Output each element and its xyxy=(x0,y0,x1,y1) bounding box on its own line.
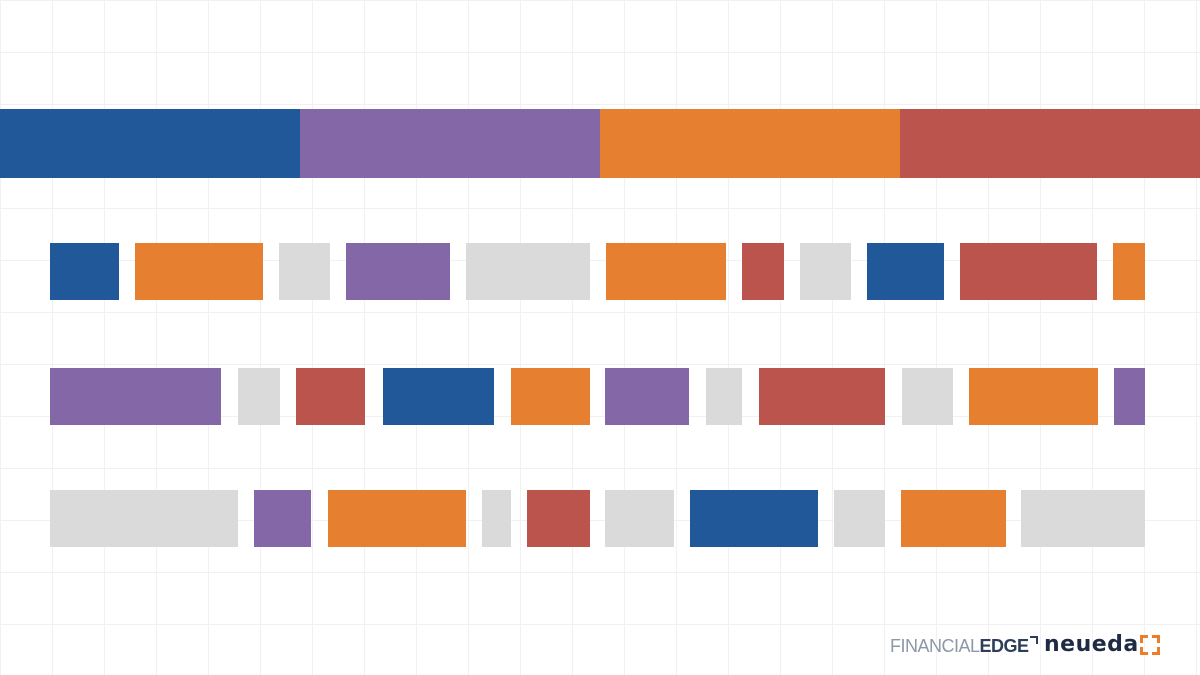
color-block xyxy=(960,243,1097,300)
block-row-2 xyxy=(0,368,1200,425)
color-block xyxy=(527,490,590,547)
color-block xyxy=(1113,243,1145,300)
bracket-corners-icon xyxy=(1140,635,1160,655)
color-block xyxy=(50,368,221,425)
color-block xyxy=(1114,368,1145,425)
block-row-3 xyxy=(0,490,1200,547)
block-row-1 xyxy=(0,243,1200,300)
color-block xyxy=(135,243,263,300)
color-block xyxy=(759,368,885,425)
color-block xyxy=(50,490,238,547)
neueda-logo-text: neueda xyxy=(1044,632,1139,657)
color-block xyxy=(606,243,726,300)
color-block xyxy=(50,243,119,300)
financial-edge-logo-strong-text: EDGE xyxy=(979,636,1030,656)
band-segment xyxy=(600,109,900,178)
color-block xyxy=(346,243,450,300)
color-block xyxy=(296,368,365,425)
color-block xyxy=(867,243,944,300)
logo-area: FINANCIALEDGE neueda xyxy=(888,628,1188,664)
top-color-band xyxy=(0,109,1200,178)
color-block xyxy=(800,243,851,300)
color-block xyxy=(605,490,674,547)
financial-edge-logo-light-text: FINANCIAL xyxy=(890,636,980,656)
color-block xyxy=(969,368,1098,425)
color-block xyxy=(383,368,494,425)
color-block xyxy=(902,368,953,425)
financial-edge-logo: FINANCIALEDGE xyxy=(890,634,1038,658)
color-block xyxy=(328,490,466,547)
band-segment xyxy=(900,109,1200,178)
color-block xyxy=(279,243,330,300)
band-segment xyxy=(0,109,300,178)
color-block xyxy=(742,243,784,300)
color-block xyxy=(238,368,280,425)
color-block xyxy=(901,490,1006,547)
color-block xyxy=(834,490,885,547)
color-block xyxy=(690,490,818,547)
color-block xyxy=(706,368,742,425)
color-block xyxy=(466,243,590,300)
color-block xyxy=(482,490,511,547)
band-segment xyxy=(300,109,600,178)
color-block xyxy=(511,368,590,425)
color-block xyxy=(605,368,689,425)
color-block xyxy=(254,490,311,547)
color-block xyxy=(1021,490,1145,547)
financial-edge-corner-icon xyxy=(1029,636,1038,644)
